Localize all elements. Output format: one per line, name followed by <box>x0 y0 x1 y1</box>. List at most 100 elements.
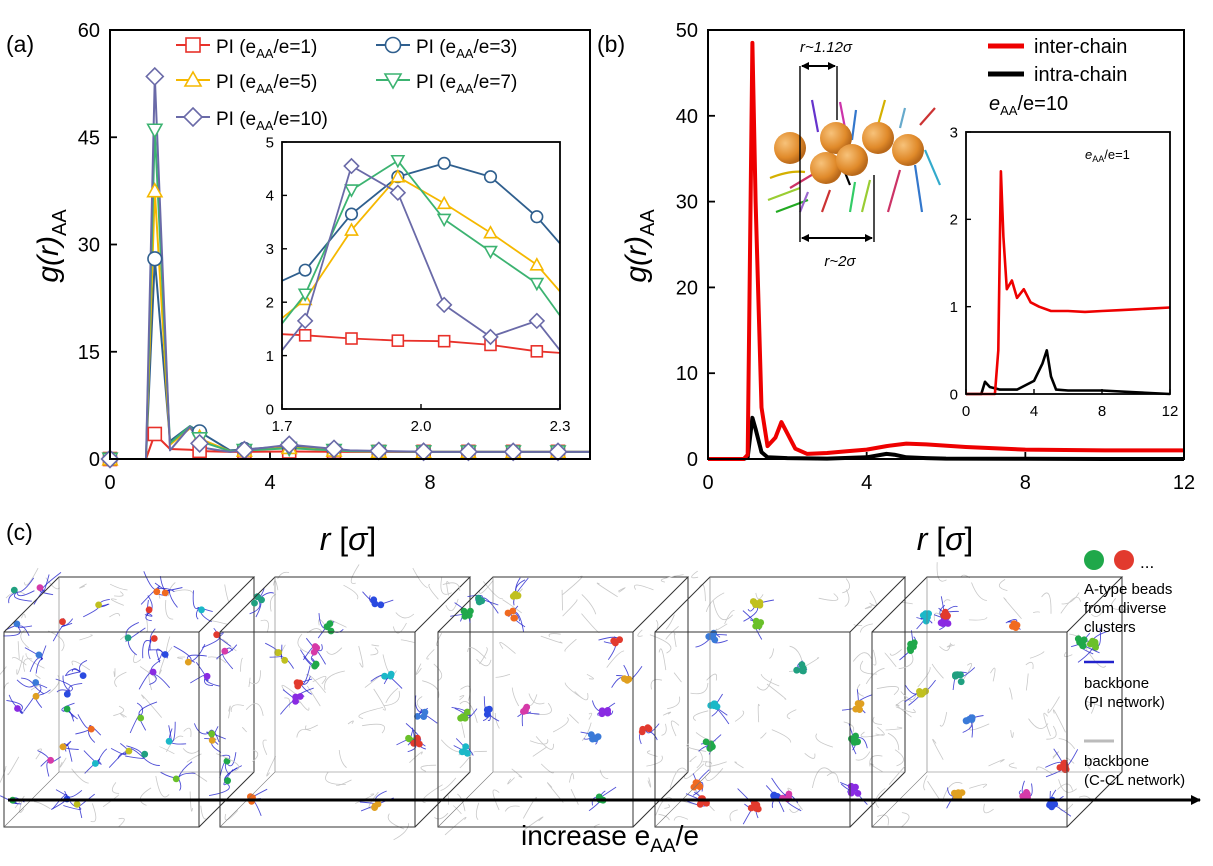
a-type-bead <box>145 606 153 614</box>
a-type-bead <box>420 713 428 720</box>
x-tick-label: 12 <box>1173 472 1195 494</box>
a-type-bead <box>799 667 806 675</box>
snapshot-cube <box>646 570 913 828</box>
data-point <box>482 328 499 346</box>
snapshot-cube <box>0 567 256 828</box>
legend-item-e7: PI (eAA/e=7) <box>376 72 517 96</box>
a-type-bead <box>275 649 283 656</box>
y-tick-label: 0 <box>266 401 274 418</box>
y-tick-label: 60 <box>78 20 100 42</box>
legend-ccl-text: backbone (C-CL network) <box>1084 753 1185 789</box>
legend-ellipsis: ... <box>1140 553 1154 572</box>
data-point <box>436 213 452 228</box>
panel-c-legend: ... A-type beads from diverse clusters bac… <box>1084 550 1185 789</box>
panel-a-ylabel: g(r)AA <box>32 209 71 283</box>
data-point <box>296 312 314 330</box>
a-type-bead <box>944 620 952 627</box>
a-type-bead <box>150 635 158 642</box>
a-type-bead <box>258 596 265 604</box>
data-point <box>529 257 545 271</box>
panel-b-inset-frame <box>965 131 1171 395</box>
data-point <box>503 442 523 462</box>
a-type-bead <box>149 668 157 676</box>
inset-series-line <box>281 159 561 325</box>
data-point <box>483 225 498 239</box>
snapshot-cube <box>216 564 478 841</box>
svg-text:PI (eAA/e=3): PI (eAA/e=3) <box>416 37 517 61</box>
schematic-label-top: r~1.12σ <box>800 39 853 56</box>
a-type-bead <box>958 789 966 796</box>
a-type-bead <box>92 760 99 767</box>
a-type-bead <box>310 648 318 656</box>
y-tick-label: 30 <box>676 192 698 214</box>
a-type-bead <box>625 675 633 683</box>
data-point <box>530 210 544 224</box>
a-type-bead <box>749 598 757 605</box>
a-type-bead <box>281 656 289 664</box>
data-point <box>298 329 312 342</box>
a-type-bead <box>10 586 18 594</box>
y-tick-label: 2 <box>266 294 274 311</box>
x-tick-label: 0 <box>702 472 713 494</box>
a-type-bead <box>910 639 918 647</box>
panel-a-frame <box>109 29 591 460</box>
legend-beads-text: A-type beads from diverse clusters <box>1084 581 1172 636</box>
inset-series-line <box>281 333 561 354</box>
a-type-bead <box>293 679 301 687</box>
a-type-bead <box>459 713 467 721</box>
panel-b-condition: eAA/e=10 <box>989 93 1068 118</box>
a-type-bead <box>184 658 192 666</box>
a-type-bead <box>59 618 66 626</box>
a-type-bead <box>416 740 423 748</box>
a-type-bead <box>644 724 652 732</box>
a-type-bead <box>711 700 719 708</box>
a-type-bead <box>922 617 930 625</box>
x-tick-label: 2.3 <box>550 418 571 435</box>
data-point <box>458 442 478 462</box>
legend-item-e10: PI (eAA/e=10) <box>176 106 328 133</box>
increase-arrow-label: increase eAA/e <box>521 820 699 857</box>
y-tick-label: 5 <box>266 134 274 151</box>
y-tick-label: 15 <box>78 342 100 364</box>
a-type-bead <box>87 725 95 733</box>
inset-series-line <box>281 162 561 282</box>
a-type-bead <box>504 609 512 617</box>
a-type-bead <box>1077 637 1084 645</box>
data-point <box>530 345 544 358</box>
legend-label-inter: inter-chain <box>1034 36 1127 58</box>
a-type-bead <box>707 740 715 748</box>
x-tick-label: 4 <box>1030 403 1038 420</box>
a-type-bead <box>962 717 970 725</box>
a-type-bead <box>161 651 169 658</box>
legend-label-intra: intra-chain <box>1034 64 1127 86</box>
pi-backbone <box>0 571 243 819</box>
y-tick-label: 45 <box>78 127 100 149</box>
a-type-bead <box>756 599 764 606</box>
x-tick-label: 1.7 <box>272 418 293 435</box>
a-type-bead <box>852 732 859 740</box>
svg-text:PI (eAA/e=5): PI (eAA/e=5) <box>216 72 317 96</box>
a-type-bead <box>483 706 491 714</box>
a-type-bead <box>1012 623 1020 631</box>
data-point <box>483 170 498 184</box>
a-type-bead <box>153 588 161 596</box>
a-type-bead <box>14 705 21 712</box>
a-type-bead <box>1092 643 1099 651</box>
data-point <box>279 435 299 455</box>
a-type-bead <box>942 611 950 618</box>
a-type-bead <box>371 804 378 811</box>
x-tick-label: 8 <box>424 472 435 494</box>
a-type-bead <box>137 714 145 722</box>
data-point <box>437 334 451 348</box>
a-type-bead <box>458 748 466 756</box>
a-type-bead <box>598 707 606 715</box>
a-type-bead <box>63 690 71 698</box>
a-type-bead <box>757 619 765 626</box>
y-tick-label: 0 <box>687 449 698 471</box>
panel-b-label: (b) <box>597 31 625 57</box>
a-type-bead <box>922 611 930 619</box>
a-type-bead <box>638 728 646 736</box>
